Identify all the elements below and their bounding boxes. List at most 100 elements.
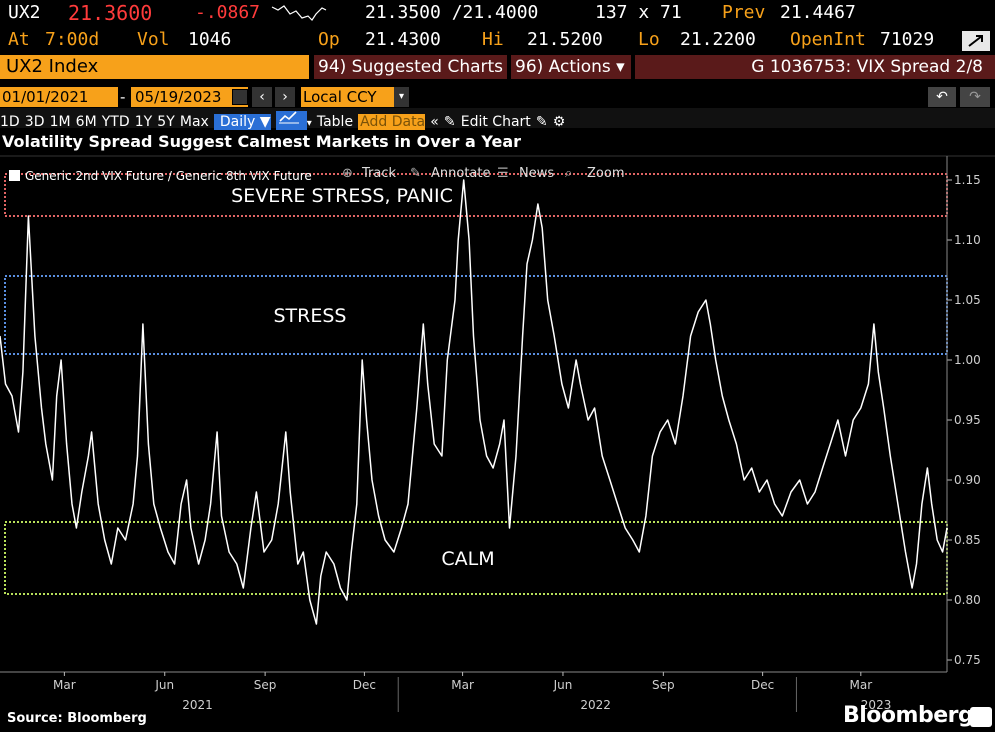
calendar-icon[interactable]	[232, 89, 248, 105]
period-ytd[interactable]: YTD	[101, 114, 130, 130]
annotate-label: Annotate	[431, 166, 490, 181]
openint-value: 71029	[880, 29, 935, 50]
next-period-button[interactable]: ›	[275, 87, 295, 107]
period-max[interactable]: Max	[179, 114, 209, 130]
vol-value: 1046	[188, 29, 232, 50]
prev-value: 21.4467	[780, 2, 856, 23]
chart-type-dropdown-icon[interactable]: ▾	[306, 118, 312, 129]
y-tick-label-7: 1.10	[954, 233, 981, 247]
end-date-input[interactable]: 05/19/2023	[131, 87, 248, 107]
undo-button[interactable]: ↶	[928, 87, 956, 107]
expand-icon[interactable]	[962, 31, 990, 51]
prev-period-button[interactable]: ‹	[252, 87, 272, 107]
zoom-label: Zoom	[587, 166, 624, 181]
collapse-icon[interactable]: «	[430, 114, 439, 130]
x-year-label-0: 2021	[182, 698, 213, 712]
bloomberg-logo: Bloomberg	[843, 703, 974, 728]
high-label: Hi	[482, 29, 504, 50]
prev-label: Prev	[722, 2, 766, 23]
actions-button[interactable]: 96) Actions ▾	[511, 55, 631, 79]
x-tick-label-2: Sep	[254, 678, 277, 692]
y-tick-label-4: 0.95	[954, 413, 981, 427]
openint-label: OpenInt	[790, 29, 866, 50]
period-3d[interactable]: 3D	[24, 114, 45, 130]
sparkline-icon	[270, 2, 328, 30]
y-tick-label-0: 0.75	[954, 653, 981, 667]
period-6m[interactable]: 6M	[75, 114, 97, 130]
add-data-input[interactable]: Add Data	[358, 114, 426, 130]
x-tick-label-0: Mar	[53, 678, 76, 692]
suggested-charts-button[interactable]: 94) Suggested Charts	[314, 55, 507, 79]
vol-label: Vol	[137, 29, 170, 50]
net-change: -.0867	[195, 2, 261, 23]
chat-icon[interactable]	[970, 707, 992, 727]
zone-label-1: STRESS	[274, 305, 347, 327]
legend-swatch	[9, 170, 20, 181]
annotate-tool[interactable]: ✎ Annotate	[410, 166, 490, 181]
track-label: Track	[361, 166, 396, 181]
table-button[interactable]: Table	[316, 114, 354, 130]
currency-dropdown-icon[interactable]: ▾	[394, 87, 409, 107]
zone-box-1	[4, 275, 948, 355]
x-tick-label-7: Dec	[751, 678, 774, 692]
at-label: At	[8, 29, 30, 50]
x-tick-label-8: Mar	[849, 678, 872, 692]
trade-size: 137 x 71	[595, 2, 682, 23]
track-tool[interactable]: ⊕ Track	[342, 166, 396, 181]
x-tick-label-5: Jun	[553, 678, 573, 692]
range-dash: -	[120, 88, 126, 106]
y-tick-label-8: 1.15	[954, 173, 981, 187]
start-date-input[interactable]: 01/01/2021	[0, 87, 118, 107]
x-year-label-2: 2023	[861, 698, 892, 712]
svg-text:⌕: ⌕	[565, 166, 572, 181]
x-tick-label-1: Jun	[154, 678, 174, 692]
quote-line-1: UX2 21.3600 -.0867 21.3500 /21.4000 137 …	[0, 2, 995, 26]
zone-label-2: CALM	[441, 548, 494, 570]
chart-id-bar: G 1036753: VIX Spread 2/8	[635, 55, 995, 79]
settings-icon[interactable]: ⚙	[552, 114, 566, 130]
currency-select[interactable]: Local CCY	[301, 87, 409, 107]
news-label: News	[519, 166, 554, 181]
y-tick-label-2: 0.85	[954, 533, 981, 547]
open-value: 21.4300	[365, 29, 441, 50]
frequency-select[interactable]: Daily ▼	[213, 114, 271, 130]
y-tick-label-1: 0.80	[954, 593, 981, 607]
redo-button[interactable]: ↷	[960, 87, 990, 107]
edit-chart-button[interactable]: Edit Chart	[460, 114, 531, 130]
period-1d[interactable]: 1D	[0, 114, 20, 130]
y-tick-label-5: 1.00	[954, 353, 981, 367]
legend-label: Generic 2nd VIX Future / Generic 8th VIX…	[25, 169, 312, 183]
ticker: UX2	[8, 2, 41, 23]
series-line	[0, 179, 948, 625]
at-time: 7:00d	[45, 29, 100, 50]
edit-pencil-icon[interactable]: ✎	[443, 114, 456, 130]
svg-text:✎: ✎	[410, 166, 421, 181]
svg-text:☰: ☰	[497, 166, 509, 181]
period-5y[interactable]: 5Y	[157, 114, 175, 130]
low-value: 21.2200	[680, 29, 756, 50]
edit-chart-icon[interactable]: ✎	[535, 114, 548, 130]
svg-text:⊕: ⊕	[342, 166, 353, 181]
open-label: Op	[318, 29, 340, 50]
x-tick-label-3: Dec	[353, 678, 376, 692]
date-range-bar: 01/01/2021 - 05/19/2023 ‹ › Local CCY ▾ …	[0, 86, 995, 108]
y-tick-label-3: 0.90	[954, 473, 981, 487]
y-tick-label-6: 1.05	[954, 293, 981, 307]
bid-ask: 21.3500 /21.4000	[365, 2, 539, 23]
x-year-label-1: 2022	[580, 698, 611, 712]
chart-area[interactable]: SEVERE STRESS, PANIC STRESS CALM 0.75 0.80 0…	[0, 132, 995, 732]
quote-line-2: At 7:00d Vol 1046 Op 21.4300 Hi 21.5200 …	[0, 29, 995, 53]
security-box[interactable]: UX2 Index	[0, 55, 309, 79]
zoom-tool[interactable]: ⌕ Zoom	[565, 166, 624, 181]
high-value: 21.5200	[527, 29, 603, 50]
period-1y[interactable]: 1Y	[134, 114, 153, 130]
period-1m[interactable]: 1M	[49, 114, 71, 130]
x-tick-label-4: Mar	[451, 678, 474, 692]
low-label: Lo	[638, 29, 660, 50]
last-price: 21.3600	[68, 1, 153, 25]
period-bar: 1D 3D 1M 6M YTD 1Y 5Y Max Daily ▼ ▾ Tabl…	[0, 108, 995, 130]
news-tool[interactable]: ☰ News	[497, 166, 554, 181]
zone-label-0: SEVERE STRESS, PANIC	[231, 185, 453, 207]
x-tick-label-6: Sep	[652, 678, 675, 692]
line-chart-type-icon[interactable]	[275, 111, 307, 130]
